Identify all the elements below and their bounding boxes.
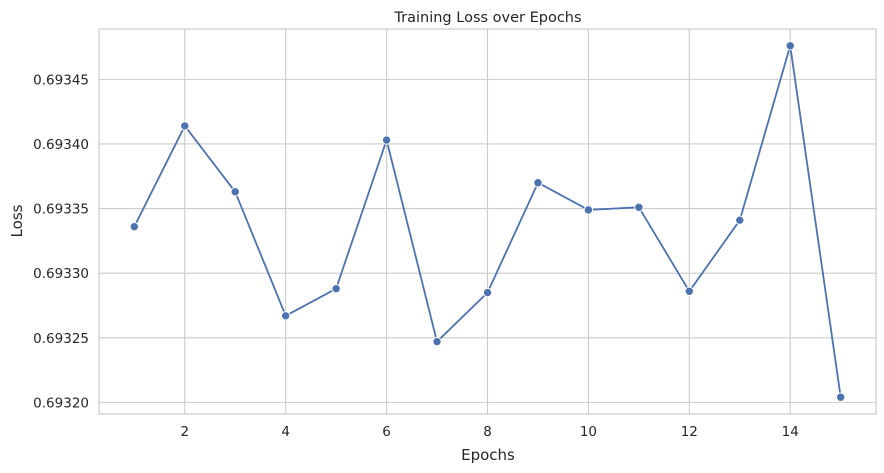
data-point [835, 392, 846, 402]
data-point [684, 286, 695, 296]
plot-frame [98, 28, 877, 415]
series-layer [129, 41, 846, 402]
data-point [280, 311, 291, 321]
tick-labels: 2 4 6 8 10 12 14 0.69320 0.69325 0.69330 0.69335 0.… [33, 72, 799, 440]
x-tick-label: 10 [580, 424, 597, 440]
y-tick-label: 0.69320 [33, 395, 89, 411]
data-point [432, 336, 442, 347]
data-point [331, 283, 341, 294]
x-tick-label: 2 [180, 424, 189, 440]
chart-title: Training Loss over Epochs [393, 10, 581, 26]
x-tick-label: 6 [382, 424, 391, 440]
y-tick-label: 0.69325 [33, 331, 89, 347]
data-point [180, 121, 190, 131]
y-tick-label: 0.69340 [33, 137, 89, 153]
data-point [533, 178, 543, 188]
y-axis-label: Loss [8, 204, 26, 237]
y-tick-label: 0.69345 [33, 72, 89, 88]
data-point [129, 221, 140, 232]
grid-lines [99, 29, 876, 414]
data-point [785, 41, 795, 51]
data-point [583, 205, 594, 215]
x-axis-label: Epochs [461, 446, 515, 464]
y-tick-label: 0.69330 [33, 266, 89, 282]
data-point [735, 215, 745, 225]
y-tick-label: 0.69335 [33, 202, 89, 218]
data-point [482, 287, 493, 298]
x-tick-label: 8 [483, 424, 492, 440]
x-tick-label: 14 [782, 424, 799, 440]
data-point [634, 202, 644, 212]
data-point [381, 135, 392, 145]
x-tick-label: 12 [681, 424, 698, 440]
x-tick-label: 4 [281, 424, 290, 440]
data-point [230, 187, 240, 197]
